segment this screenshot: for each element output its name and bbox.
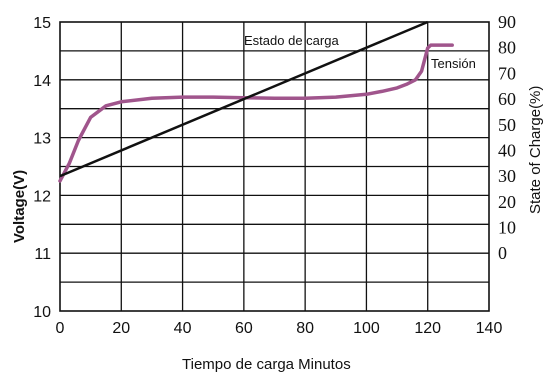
y-tick-label: 14 — [33, 73, 51, 90]
series-line-tension — [58, 43, 454, 183]
x-tick-label: 40 — [174, 320, 192, 337]
y-tick-label: 11 — [34, 246, 51, 263]
series-group — [58, 20, 454, 183]
y-tick-label: 12 — [33, 188, 51, 205]
series-label-tension: Tensión — [431, 56, 476, 71]
y2-tick-label: 0 — [498, 243, 507, 263]
x-tick-label: 60 — [235, 320, 253, 337]
y2-tick-label: 70 — [498, 63, 516, 83]
x-tick-label: 140 — [476, 320, 503, 337]
grid — [59, 21, 490, 312]
y2-tick-label: 40 — [498, 140, 516, 160]
x-axis-ticks: 0 20 40 60 80 100 120 140 — [56, 320, 503, 337]
y2-tick-label: 90 — [498, 12, 516, 32]
y-axis-ticks: 10 11 12 13 14 15 — [33, 15, 51, 321]
x-tick-label: 20 — [112, 320, 130, 337]
y2-axis-title: State of Charge(%) — [527, 86, 544, 214]
y-tick-label: 15 — [33, 15, 51, 32]
y2-tick-label: 60 — [498, 89, 516, 109]
y2-tick-label: 20 — [498, 192, 516, 212]
y2-tick-label: 30 — [498, 166, 516, 186]
x-tick-label: 120 — [414, 320, 441, 337]
y2-tick-label: 50 — [498, 115, 516, 135]
y2-tick-label: 10 — [498, 218, 516, 238]
y2-tick-label: 80 — [498, 38, 516, 58]
series-label-estado: Estado de carga — [244, 33, 339, 48]
y-tick-label: 10 — [33, 304, 51, 321]
x-axis-title: Tiempo de carga Minutos — [182, 356, 351, 373]
y2-axis-ticks: 0 10 20 30 40 50 60 70 80 90 — [498, 12, 516, 263]
x-tick-label: 80 — [296, 320, 314, 337]
x-tick-label: 0 — [56, 320, 65, 337]
y-axis-title: Voltage(V) — [11, 170, 28, 243]
y-tick-label: 13 — [33, 131, 51, 148]
series-line-estado-de-carga — [59, 20, 429, 178]
x-tick-label: 100 — [353, 320, 380, 337]
